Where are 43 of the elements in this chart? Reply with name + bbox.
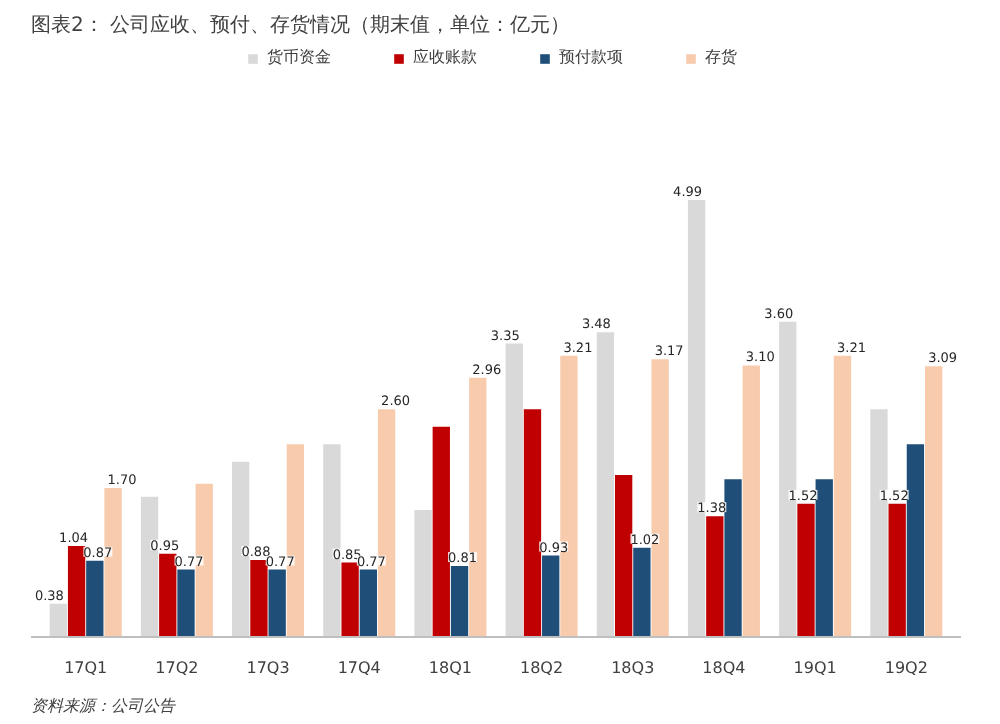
text: 资料来源：公司公告 (31, 697, 177, 715)
bar (268, 569, 286, 637)
bar (815, 479, 833, 637)
bar (505, 343, 523, 637)
bar (724, 479, 742, 637)
bar (706, 516, 724, 637)
bar (159, 553, 177, 637)
bar (633, 547, 651, 637)
legend-label: 预付款项 (559, 46, 623, 68)
x-tick-label: 19Q2 (884, 659, 928, 677)
bar (596, 332, 615, 637)
legend-label: 存货 (705, 46, 739, 68)
legend-label: 应收账款 (413, 46, 477, 68)
legend-label: 货币资金 (267, 46, 331, 68)
bar (49, 603, 68, 637)
x-tick-label: 18Q3 (611, 659, 655, 677)
bar (523, 409, 542, 637)
x-tick-label: 19Q1 (793, 659, 837, 677)
bar (888, 503, 906, 637)
bar (177, 569, 195, 637)
bar (250, 559, 268, 637)
bar (414, 510, 432, 637)
bar (833, 355, 852, 637)
x-tick-label: 18Q1 (428, 659, 472, 677)
bar (742, 365, 760, 637)
chart-title: 图表2： 公司应收、预付、存货情况（期末值，单位：亿元） (31, 13, 571, 37)
bar (542, 555, 560, 637)
bar (906, 444, 925, 637)
bar (797, 503, 815, 637)
bar (450, 566, 469, 637)
x-tick-label: 17Q2 (155, 659, 199, 677)
x-tick-label: 17Q4 (337, 659, 381, 677)
bar (359, 569, 378, 637)
x-tick-label: 18Q4 (702, 659, 746, 677)
x-tick-label: 17Q1 (64, 659, 108, 677)
bar (924, 366, 943, 637)
x-tick-label: 18Q2 (520, 659, 564, 677)
bar (341, 562, 359, 637)
bar (614, 474, 633, 637)
bar (86, 560, 104, 637)
x-tick-label: 17Q3 (246, 659, 290, 677)
bar (67, 545, 86, 637)
bar (432, 426, 450, 637)
